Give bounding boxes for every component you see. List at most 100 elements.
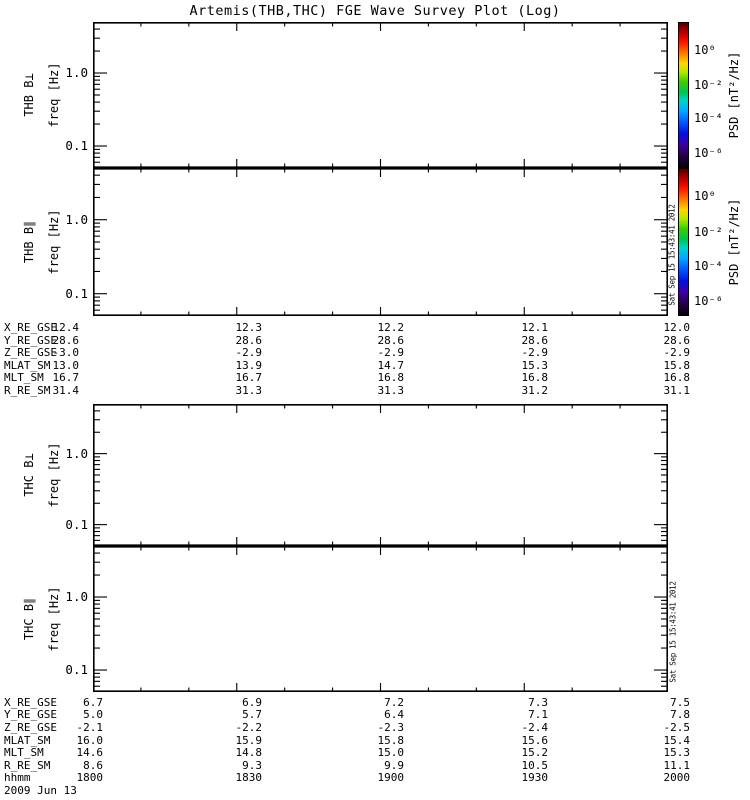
panel-label-thc-bpar: THC B∥ — [22, 597, 36, 641]
eph-value: 12.0 — [663, 321, 691, 334]
eph-row: Y_RE_GSE 28.6 28.6 28.6 28.6 28.6 — [0, 334, 750, 347]
colorbar — [678, 168, 689, 316]
eph-value: 16.0 — [76, 734, 104, 747]
panel-label-thb-bpar: THB B∥ — [22, 220, 36, 264]
eph-row-label: MLT_SM — [4, 371, 44, 384]
eph-row: MLT_SM 16.7 16.7 16.8 16.8 16.8 — [0, 371, 750, 384]
eph-value: 28.6 — [663, 334, 691, 347]
colorbar — [678, 22, 689, 168]
eph-row-label: X_RE_GSE — [4, 321, 57, 334]
colorbar-tick-label: 10⁰ — [694, 189, 716, 203]
eph-value: 15.8 — [377, 734, 405, 747]
eph-value: -2.2 — [235, 721, 263, 734]
eph-row-label: hhmm — [4, 771, 31, 784]
eph-value: -3.0 — [52, 346, 80, 359]
plot-title: Artemis(THB,THC) FGE Wave Survey Plot (L… — [189, 3, 561, 19]
plot-frame — [93, 168, 668, 316]
eph-value: 5.7 — [242, 708, 262, 721]
eph-value: 13.0 — [52, 359, 80, 372]
y-tick-label: 0.1 — [65, 286, 88, 301]
eph-value: 6.4 — [384, 708, 404, 721]
eph-value: 16.7 — [235, 371, 263, 384]
panel-thc-bperp — [93, 404, 668, 546]
eph-row-label: Y_RE_GSE — [4, 334, 57, 347]
date-label: 2009 Jun 13 — [4, 784, 77, 797]
panel-thb-bperp — [93, 22, 668, 168]
eph-value: -2.9 — [377, 346, 405, 359]
eph-value: 5.0 — [83, 708, 103, 721]
eph-value: 16.8 — [521, 371, 549, 384]
y-tick-label: 0.1 — [65, 662, 88, 677]
colorbar-axis-label: PSD [nT²/Hz] — [727, 198, 741, 286]
y-tick-label: 1.0 — [65, 212, 88, 227]
eph-row: MLAT_SM 16.0 15.9 15.8 15.6 15.4 — [0, 734, 750, 747]
colorbar-axis-label: PSD [nT²/Hz] — [727, 51, 741, 139]
eph-value: -2.9 — [663, 346, 691, 359]
panel-label-thb-bperp: THB B⊥ — [22, 73, 36, 117]
eph-value: 31.1 — [663, 384, 691, 397]
eph-row: R_RE_SM 31.4 31.3 31.3 31.2 31.1 — [0, 384, 750, 397]
y-tick-label: 1.0 — [65, 589, 88, 604]
eph-row-label: R_RE_SM — [4, 384, 51, 397]
eph-row: X_RE_GSE 12.4 12.3 12.2 12.1 12.0 — [0, 321, 750, 334]
eph-value: 16.7 — [52, 371, 80, 384]
plot-frame — [93, 22, 668, 168]
eph-value: -2.4 — [521, 721, 549, 734]
eph-value: 12.4 — [52, 321, 80, 334]
eph-value: 28.6 — [235, 334, 263, 347]
eph-row-label: MLAT_SM — [4, 734, 51, 747]
eph-row: MLT_SM 14.6 14.8 15.0 15.2 15.3 — [0, 746, 750, 759]
eph-value: 13.9 — [235, 359, 263, 372]
eph-value: 16.8 — [377, 371, 405, 384]
eph-value: 7.2 — [384, 696, 404, 709]
eph-value: -2.1 — [76, 721, 104, 734]
eph-value: 16.8 — [663, 371, 691, 384]
eph-value: 10.5 — [521, 759, 549, 772]
eph-row-label: Y_RE_GSE — [4, 708, 57, 721]
eph-row-label: Z_RE_GSE — [4, 721, 57, 734]
panel-label-thc-bperp: THC B⊥ — [22, 453, 36, 497]
plot-frame — [93, 546, 668, 692]
eph-row: X_RE_GSE 6.7 6.9 7.2 7.3 7.5 — [0, 696, 750, 709]
eph-value: 9.9 — [384, 759, 404, 772]
y-tick-label: 0.1 — [65, 517, 88, 532]
panel-thc-bpar — [93, 546, 668, 692]
eph-value: -2.5 — [663, 721, 691, 734]
eph-row-hhmm: hhmm 1800 1830 1900 1930 2000 — [0, 771, 750, 784]
colorbar-tick-label: 10⁻⁴ — [694, 111, 723, 125]
eph-value: 7.5 — [670, 696, 690, 709]
colorbar-tick-label: 10⁻⁶ — [694, 294, 723, 308]
eph-value: 31.3 — [377, 384, 405, 397]
eph-value: 7.8 — [670, 708, 690, 721]
eph-row-label: Z_RE_GSE — [4, 346, 57, 359]
eph-value: 7.3 — [528, 696, 548, 709]
eph-row: MLAT_SM 13.0 13.9 14.7 15.3 15.8 — [0, 359, 750, 372]
eph-value: 12.2 — [377, 321, 405, 334]
eph-row: Z_RE_GSE -2.1 -2.2 -2.3 -2.4 -2.5 — [0, 721, 750, 734]
eph-value: 14.8 — [235, 746, 263, 759]
eph-value: 11.1 — [663, 759, 691, 772]
eph-value: 28.6 — [52, 334, 80, 347]
eph-value: 31.4 — [52, 384, 80, 397]
time-tick-label: 1900 — [377, 771, 405, 784]
time-tick-label: 2000 — [663, 771, 691, 784]
eph-value: 31.3 — [235, 384, 263, 397]
colorbar-tick-label: 10⁻² — [694, 78, 723, 92]
colorbar-tick-label: 10⁻⁴ — [694, 259, 723, 273]
eph-value: 15.3 — [521, 359, 549, 372]
time-tick-label: 1830 — [235, 771, 263, 784]
eph-value: -2.9 — [521, 346, 549, 359]
eph-value: 6.9 — [242, 696, 262, 709]
eph-value: -2.9 — [235, 346, 263, 359]
y-tick-label: 0.1 — [65, 138, 88, 153]
eph-value: 8.6 — [83, 759, 103, 772]
eph-row-label: X_RE_GSE — [4, 696, 57, 709]
eph-value: 15.6 — [521, 734, 549, 747]
creation-timestamp: Sat Sep 15 15:43:41 2012 — [667, 204, 677, 306]
panel-thb-bpar — [93, 168, 668, 316]
eph-value: 12.3 — [235, 321, 263, 334]
eph-value: 14.7 — [377, 359, 405, 372]
time-tick-label: 1930 — [521, 771, 549, 784]
creation-timestamp: Sat Sep 15 15:43:41 2012 — [668, 581, 678, 683]
eph-row: Y_RE_GSE 5.0 5.7 6.4 7.1 7.8 — [0, 708, 750, 721]
